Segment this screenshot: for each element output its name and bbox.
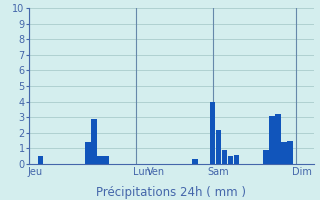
Bar	[97, 156, 103, 164]
Text: Sam: Sam	[208, 167, 229, 177]
Bar	[228, 156, 233, 164]
Text: Précipitations 24h ( mm ): Précipitations 24h ( mm )	[96, 186, 246, 199]
Bar	[85, 142, 91, 164]
Bar	[263, 150, 269, 164]
Text: Ven: Ven	[147, 167, 165, 177]
Bar	[216, 130, 221, 164]
Bar	[269, 116, 275, 164]
Bar	[275, 114, 281, 164]
Bar	[192, 159, 198, 164]
Bar	[281, 142, 287, 164]
Text: Jeu: Jeu	[27, 167, 42, 177]
Bar	[287, 141, 292, 164]
Bar	[222, 150, 227, 164]
Text: Lun: Lun	[132, 167, 150, 177]
Text: Dim: Dim	[292, 167, 312, 177]
Bar	[92, 119, 97, 164]
Bar	[103, 156, 108, 164]
Bar	[38, 156, 43, 164]
Bar	[210, 102, 215, 164]
Bar	[234, 155, 239, 164]
